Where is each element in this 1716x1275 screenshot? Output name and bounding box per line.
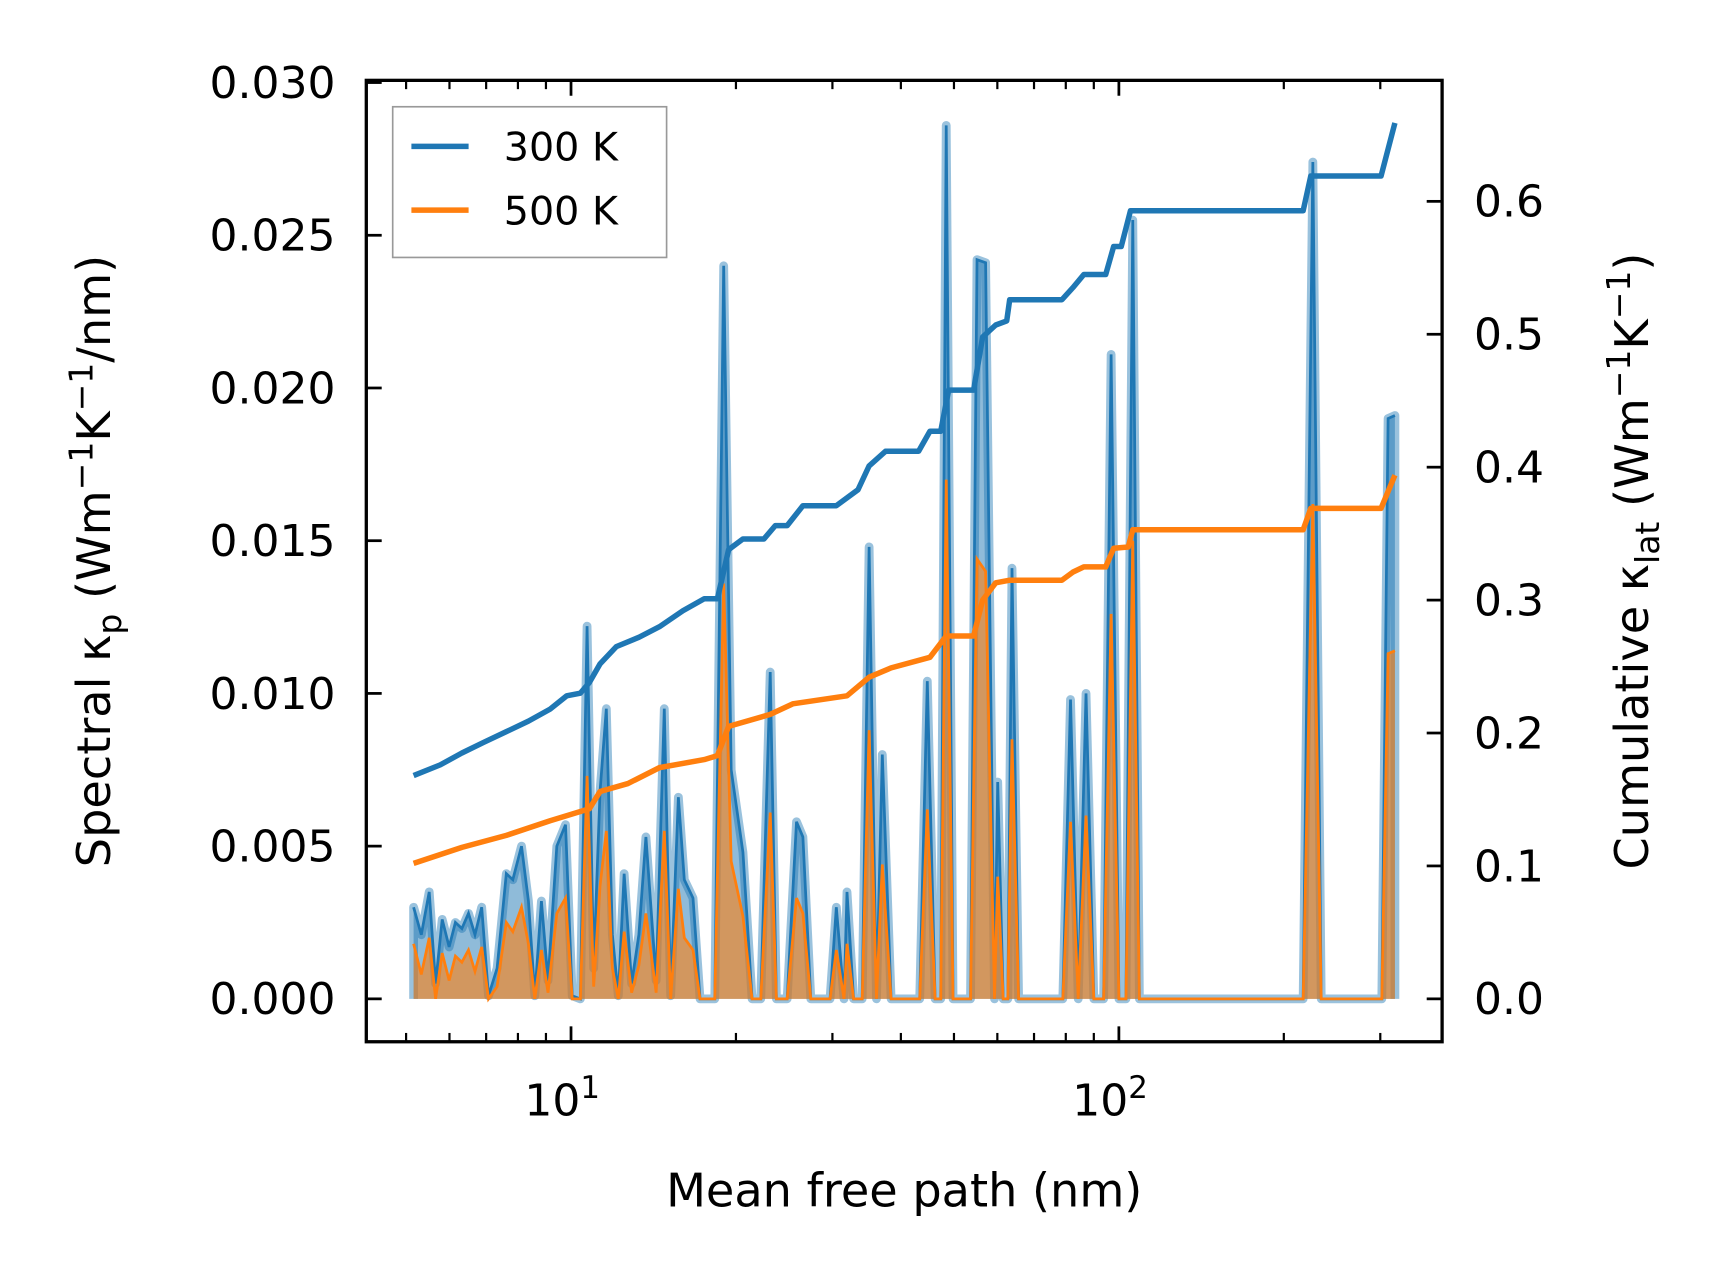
y-left-tick-label: 0.015 <box>210 516 336 567</box>
y-right-tick-label: 0.0 <box>1474 974 1544 1025</box>
x-tick-label: 101 <box>524 1070 600 1127</box>
x-axis-label: Mean free path (nm) <box>666 1164 1142 1218</box>
legend: 300 K 500 K <box>391 105 668 259</box>
spectral-fill-300k <box>413 125 1395 999</box>
y-right-tick-label: 0.2 <box>1474 708 1544 759</box>
y-left-tick-label: 0.025 <box>210 211 336 262</box>
x-tick-label: 102 <box>1072 1070 1148 1127</box>
y-left-tick-label: 0.000 <box>210 974 336 1025</box>
y-right-tick-label: 0.1 <box>1474 841 1544 892</box>
y-right-tick-label: 0.4 <box>1474 443 1544 494</box>
plot-area <box>409 120 1400 1004</box>
legend-frame <box>391 105 668 259</box>
y-left-tick-label: 0.005 <box>210 822 336 873</box>
y-right-tick-label: 0.5 <box>1474 310 1544 361</box>
y-left-tick-label: 0.020 <box>210 363 336 414</box>
cumulative-line-500k <box>412 474 1398 866</box>
legend-label-500k: 500 K <box>504 188 619 234</box>
spectral-fill-500k <box>413 479 1395 999</box>
y-right-tick-label: 0.6 <box>1474 177 1544 228</box>
axes-frame <box>364 78 1444 1044</box>
spectral-line-500k <box>412 479 1396 1003</box>
y-right-tick-label: 0.3 <box>1474 576 1544 627</box>
y-left-tick-label: 0.010 <box>210 669 336 720</box>
y-left-tick-label: 0.030 <box>210 58 336 109</box>
axis-ticks: 101 1020.0000.0050.0100.0150.0200.0250.03… <box>210 58 1544 1127</box>
y-axis-label-right: Cumulative κlat (Wm−1K−1) <box>1599 253 1667 870</box>
spectral-line-300k <box>412 125 1396 1001</box>
y-axis-label-left: Spectral κp (Wm−1K−1/nm) <box>61 255 129 867</box>
legend-label-300k: 300 K <box>504 125 619 171</box>
cumulative-line-300k <box>412 122 1398 779</box>
